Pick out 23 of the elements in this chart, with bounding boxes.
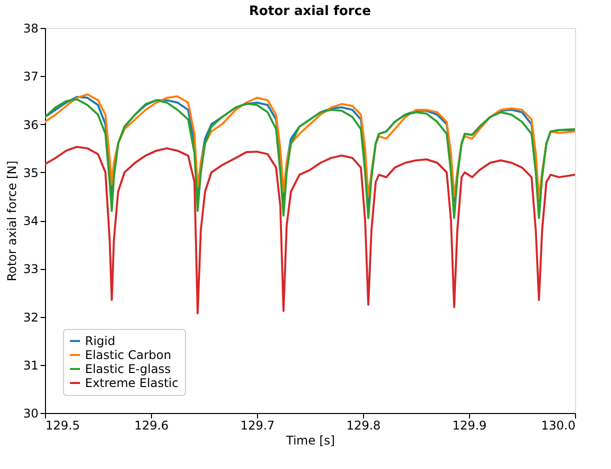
y-tick-label: 36 <box>23 118 38 132</box>
legend-label: Elastic E-glass <box>85 362 171 376</box>
legend-label: Elastic Carbon <box>85 348 172 362</box>
y-tick-label: 30 <box>23 406 38 420</box>
x-tick-label: 129.9 <box>452 418 487 432</box>
legend-label: Extreme Elastic <box>85 376 178 390</box>
x-tick-label: 129.5 <box>46 418 80 432</box>
x-tick-label: 130.0 <box>541 418 576 432</box>
x-tick-label: 129.8 <box>346 418 381 432</box>
y-tick-label: 38 <box>23 22 38 36</box>
y-tick-label: 33 <box>23 262 38 276</box>
x-tick-label: 129.6 <box>134 418 169 432</box>
y-tick-label: 35 <box>23 166 38 180</box>
y-tick-label: 34 <box>23 214 38 228</box>
y-tick-label: 31 <box>23 358 38 372</box>
x-axis-title: Time [s] <box>285 434 335 448</box>
x-tick-label: 129.7 <box>240 418 275 432</box>
legend-label: Rigid <box>85 334 116 348</box>
y-tick-label: 32 <box>23 310 38 324</box>
y-tick-label: 37 <box>23 70 38 84</box>
y-axis-title: Rotor axial force [N] <box>5 160 20 282</box>
chart-title: Rotor axial force <box>249 4 372 19</box>
line-series <box>45 146 575 314</box>
